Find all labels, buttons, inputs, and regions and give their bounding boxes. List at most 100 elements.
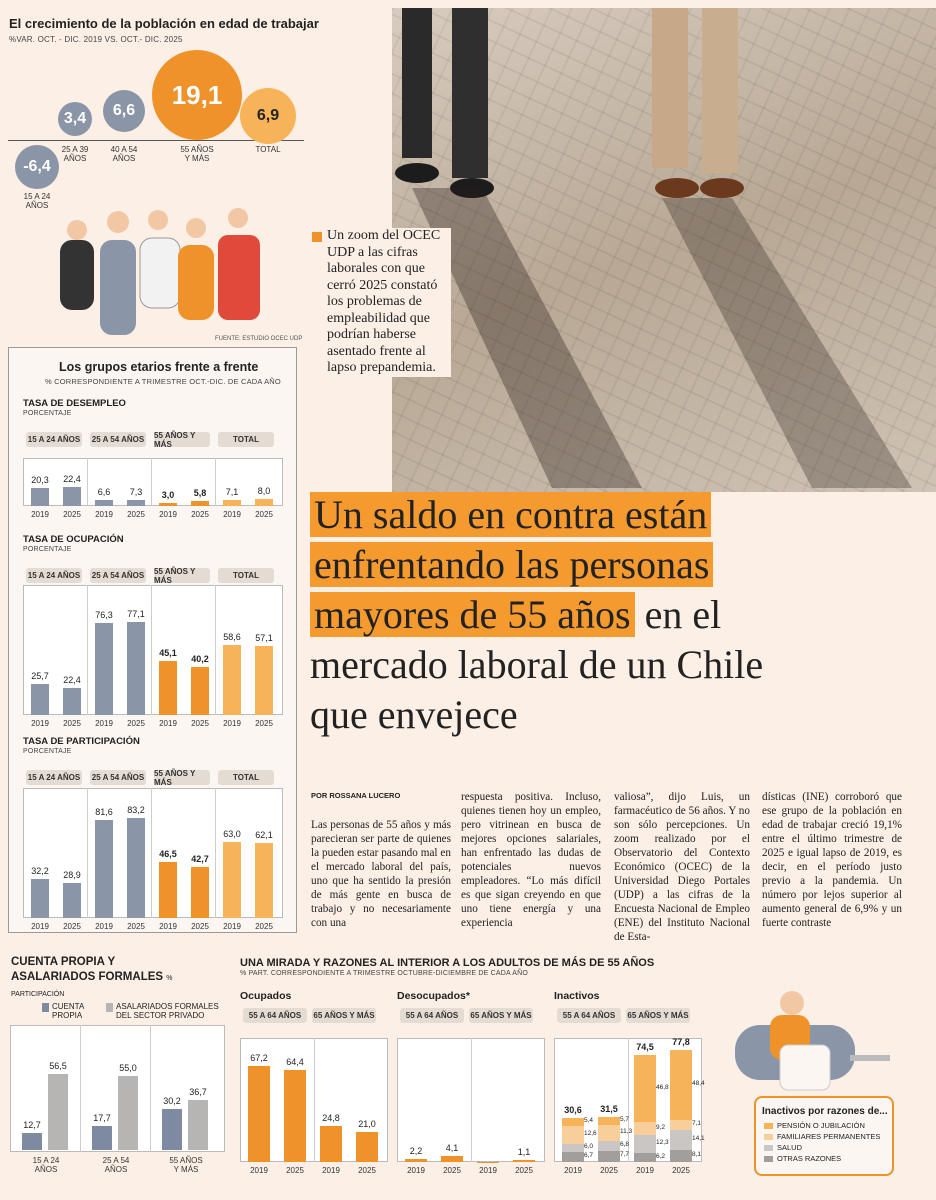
- category-pill: 25 A 54 AÑOS: [90, 568, 146, 583]
- year-label: 2025: [255, 510, 273, 519]
- bar: [191, 666, 209, 715]
- bar-value: 17,7: [93, 1113, 111, 1124]
- bar-cuenta-propia: [22, 1132, 42, 1150]
- growth-bubble-label: 40 A 54 AÑOS: [110, 145, 138, 163]
- bar: [127, 818, 145, 918]
- bar: [223, 842, 241, 918]
- bar: [63, 486, 81, 506]
- bar: [191, 866, 209, 918]
- bar-value: 28,9: [63, 870, 81, 881]
- legend-cp-swatch: [42, 1003, 49, 1012]
- stack-value: 11,3: [620, 1128, 633, 1136]
- chart-unit: PORCENTAJE: [23, 410, 72, 417]
- stack-segment: [670, 1050, 692, 1120]
- category-pill: 55 AÑOS Y MÁS: [154, 567, 210, 585]
- bar-value: 56,5: [49, 1060, 67, 1071]
- chart-unit: PORCENTAJE: [23, 546, 72, 553]
- section-title: Inactivos: [554, 990, 600, 1002]
- year-label: 2019: [223, 922, 241, 931]
- legend-af-swatch: [106, 1003, 113, 1012]
- bar-value: 12,7: [23, 1119, 41, 1130]
- headline-rest2: mercado laboral de un Chile: [310, 642, 764, 687]
- group-pill: 65 AÑOS Y MÁS: [312, 1008, 376, 1023]
- year-label: 2019: [95, 510, 113, 519]
- bar-value: 6,6: [97, 487, 111, 498]
- year-label: 2025: [63, 510, 81, 519]
- body-col-3: valiosa”, dijo Luis, un farmacéutico de …: [614, 791, 750, 943]
- year-label: 2025: [255, 922, 273, 931]
- bar-value: 8,0: [257, 486, 271, 497]
- stack-value: 12,3: [656, 1139, 669, 1147]
- stack-segment: [634, 1122, 656, 1136]
- stack-value: 48,4: [692, 1080, 705, 1088]
- bar: [127, 622, 145, 715]
- year-label: 2019: [159, 922, 177, 931]
- stack-total: 30,6: [564, 1104, 582, 1115]
- divider: [314, 1038, 315, 1162]
- stack-value: 6,8: [620, 1141, 630, 1149]
- bar: [255, 646, 273, 715]
- stack-value: 6,2: [656, 1152, 666, 1160]
- category-pill: 25 A 54 AÑOS: [90, 432, 146, 447]
- stack-segment: [670, 1150, 692, 1162]
- bar-cuenta-propia: [162, 1109, 182, 1150]
- stack-value: 6,7: [584, 1152, 594, 1160]
- year-label: 2025: [63, 719, 81, 728]
- bar-value: 57,1: [255, 633, 273, 644]
- divider: [628, 1038, 629, 1162]
- stack-segment: [562, 1117, 584, 1126]
- year-label: 2019: [31, 510, 49, 519]
- bar: [255, 843, 273, 918]
- year-label: 2025: [127, 510, 145, 519]
- bar: [356, 1131, 378, 1162]
- bar-value: 22,4: [63, 473, 81, 484]
- bar: [95, 820, 113, 918]
- year-label: 2019: [31, 922, 49, 931]
- year-label: 2019: [95, 719, 113, 728]
- stack-value: 5,7: [620, 1115, 630, 1123]
- byline: POR ROSSANA LUCERO: [311, 791, 401, 800]
- growth-bubble-label: 25 A 39 AÑOS: [61, 145, 89, 163]
- category-label: 55 AÑOS Y MÁS: [169, 1156, 203, 1174]
- year-label: 2019: [407, 1166, 425, 1175]
- stack-segment: [634, 1135, 656, 1154]
- growth-bubble: 19,1: [152, 50, 242, 140]
- stack-segment: [562, 1125, 584, 1144]
- bar-value: 77,1: [127, 609, 145, 620]
- bar-value: 63,0: [223, 829, 241, 840]
- year-label: 2019: [479, 1166, 497, 1175]
- group-pill: 55 A 64 AÑOS: [400, 1008, 464, 1023]
- stack-segment: [598, 1141, 620, 1151]
- bar: [405, 1158, 427, 1162]
- group-pill: 65 AÑOS Y MÁS: [626, 1008, 690, 1023]
- section-title: Desocupados*: [397, 990, 470, 1002]
- legend-row: FAMILIARES PERMANENTES: [764, 1131, 892, 1142]
- bar-value: 62,1: [255, 830, 273, 841]
- bar: [255, 499, 273, 506]
- category-pill: 15 A 24 AÑOS: [26, 432, 82, 447]
- bar: [63, 688, 81, 715]
- bar-value: 22,4: [63, 675, 81, 686]
- body-col-1: Las personas de 55 años y más parecieran…: [311, 819, 451, 929]
- stack-total: 77,8: [672, 1037, 690, 1048]
- razones-legend: Inactivos por razones de... PENSIÓN O JU…: [754, 1096, 894, 1176]
- bar: [31, 879, 49, 918]
- groups-title: Los grupos etarios frente a frente: [56, 360, 262, 374]
- year-label: 2025: [191, 719, 209, 728]
- year-label: 2019: [636, 1166, 654, 1175]
- growth-bubble-label: TOTAL: [255, 145, 281, 154]
- category-pill: 25 A 54 AÑOS: [90, 770, 146, 785]
- year-label: 2019: [31, 719, 49, 728]
- growth-source: FUENTE: ESTUDIO OCEC UDP: [215, 336, 303, 342]
- legend-label: SALUD: [777, 1143, 803, 1152]
- legend-label: FAMILIARES PERMANENTES: [777, 1132, 881, 1141]
- bar: [248, 1065, 270, 1162]
- chart-title: TASA DE PARTICIPACIÓN: [23, 736, 140, 747]
- bar: [95, 500, 113, 506]
- legend-cp: CUENTA PROPIA: [52, 1002, 84, 1020]
- stack-segment: [598, 1150, 620, 1162]
- divider: [151, 585, 152, 715]
- legend-swatch: [764, 1144, 773, 1151]
- year-label: 2025: [286, 1166, 304, 1175]
- chart-unit: PORCENTAJE: [23, 748, 72, 755]
